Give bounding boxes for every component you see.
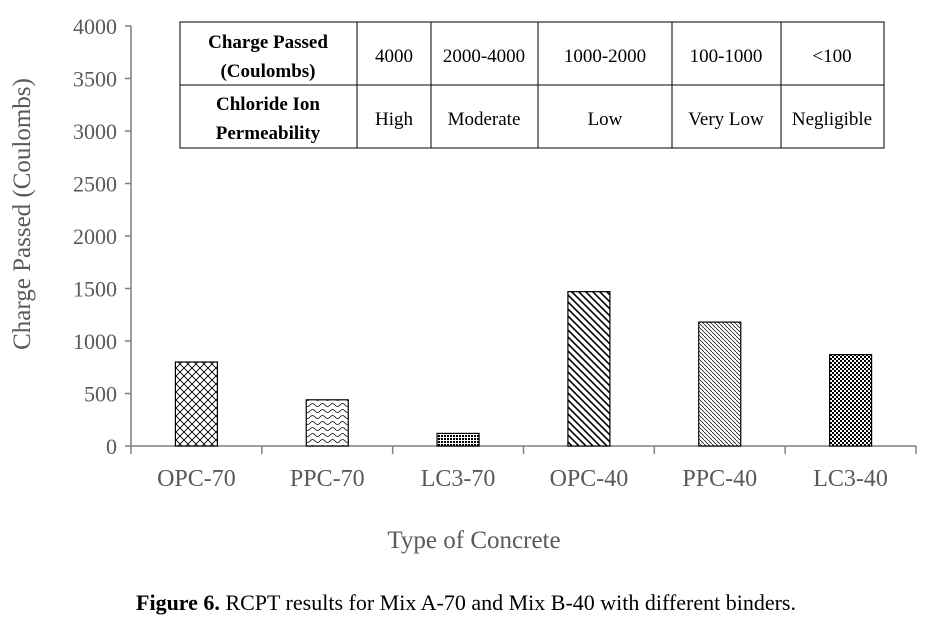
y-tick-label: 2500 — [73, 172, 117, 197]
y-tick-label: 3000 — [73, 119, 117, 144]
caption-label: Figure 6. — [136, 590, 220, 615]
y-tick-label: 1000 — [73, 329, 117, 354]
bar-opc-40 — [567, 291, 611, 447]
table-data-cell: Low — [588, 109, 623, 130]
permeability-table: Charge Passed (Coulombs) 4000 2000-4000 … — [179, 21, 885, 149]
bar-ppc-40 — [698, 321, 742, 447]
x-axis-title: Type of Concrete — [387, 527, 560, 554]
table-header-cell: 1000-2000 — [564, 46, 646, 67]
table-data-cell: Moderate — [448, 109, 521, 130]
table-row-label: Permeability — [216, 123, 321, 144]
bar-opc-70 — [174, 361, 219, 447]
bar-lc3-40 — [828, 354, 873, 447]
bar-ppc-70 — [305, 399, 349, 447]
bars — [174, 291, 873, 447]
y-tick-label: 500 — [84, 382, 117, 407]
y-ticks: 0 500 1000 1500 2000 2500 3000 3500 4000 — [73, 14, 131, 459]
y-tick-label: 3500 — [73, 67, 117, 92]
x-tick-label: OPC-40 — [550, 466, 629, 492]
y-tick-label: 4000 — [73, 14, 117, 39]
y-axis-title: Charge Passed (Coulombs) — [9, 78, 36, 350]
y-tick-label: 2000 — [73, 224, 117, 249]
table-data-cell: Very Low — [688, 109, 764, 130]
caption-text: RCPT results for Mix A-70 and Mix B-40 w… — [220, 590, 796, 615]
table-header-label: Charge Passed — [208, 32, 328, 53]
x-tick-label: LC3-70 — [421, 466, 496, 492]
x-tick-label: OPC-70 — [157, 466, 236, 492]
table-header-label: (Coulombs) — [220, 61, 315, 82]
y-tick-label: 1500 — [73, 277, 117, 302]
y-tick-label: 0 — [106, 434, 117, 459]
figure-caption: Figure 6. RCPT results for Mix A-70 and … — [136, 590, 796, 615]
table-header-cell: 100-1000 — [690, 46, 763, 67]
category-labels: OPC-70 PPC-70 LC3-70 OPC-40 PPC-40 LC3-40 — [157, 466, 888, 492]
table-header-cell: 2000-4000 — [443, 46, 525, 67]
table-row-label: Chloride Ion — [216, 94, 320, 115]
table-data-cell: High — [375, 109, 414, 130]
table-header-cell: <100 — [812, 46, 851, 67]
x-tick-label: PPC-70 — [290, 466, 365, 492]
table-data-cell: Negligible — [792, 109, 872, 130]
table-header-cell: 4000 — [375, 46, 413, 67]
x-tick-label: LC3-40 — [813, 466, 888, 492]
bar-lc3-70 — [436, 432, 480, 447]
x-ticks — [130, 446, 917, 454]
x-tick-label: PPC-40 — [682, 466, 757, 492]
